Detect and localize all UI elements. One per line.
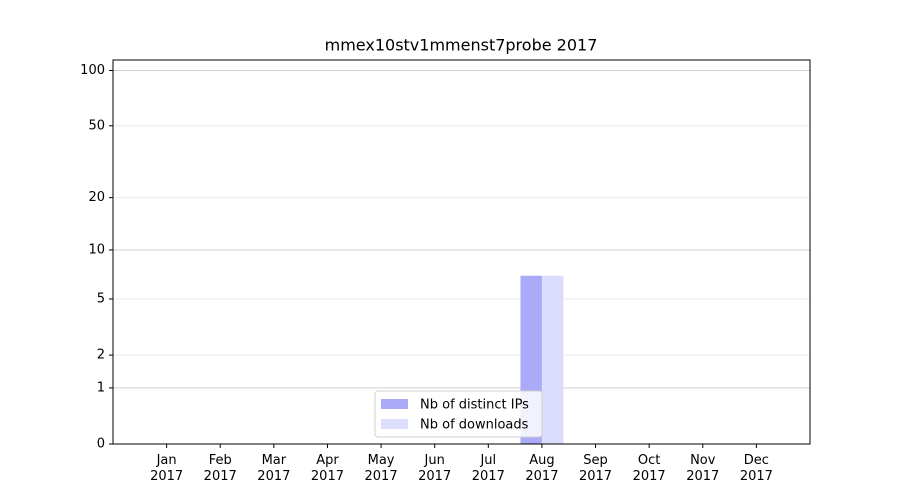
x-tick-label: Jul 2017: [471, 453, 505, 484]
legend-label: Nb of downloads: [420, 418, 529, 433]
x-tick-label: Aug 2017: [525, 453, 559, 484]
x-tick-label: Nov 2017: [686, 453, 720, 484]
x-tick-label: Oct 2017: [632, 453, 666, 484]
x-tick-label: May 2017: [364, 453, 398, 484]
y-tick-label: 100: [80, 63, 105, 78]
x-tick-label: Sep 2017: [578, 453, 613, 484]
x-tick-label: Dec 2017: [739, 453, 773, 484]
y-tick-label: 0: [97, 437, 105, 452]
y-tick-label: 10: [88, 242, 105, 257]
legend-swatch: [381, 419, 408, 429]
legend: Nb of distinct IPs Nb of downloads: [374, 390, 543, 438]
x-tick-label: Jun 2017: [418, 453, 452, 484]
plot-frame: [112, 59, 811, 445]
legend-label: Nb of distinct IPs: [420, 398, 529, 413]
legend-swatch: [381, 399, 408, 409]
x-tick-label: Apr 2017: [310, 453, 344, 484]
y-tick-label: 1: [97, 380, 105, 395]
chart-title: mmex10stv1mmenst7probe 2017: [325, 36, 598, 55]
y-tick-label: 5: [97, 291, 105, 306]
x-tick-label: Jan 2017: [150, 453, 184, 484]
legend-box: [374, 390, 543, 438]
y-tick-label: 50: [88, 118, 105, 133]
y-tick-label: 20: [88, 190, 105, 205]
y-tick-label: 2: [97, 348, 105, 363]
x-tick-label: Mar 2017: [257, 453, 291, 484]
x-tick-label: Feb 2017: [203, 453, 237, 484]
bar: [541, 275, 564, 444]
